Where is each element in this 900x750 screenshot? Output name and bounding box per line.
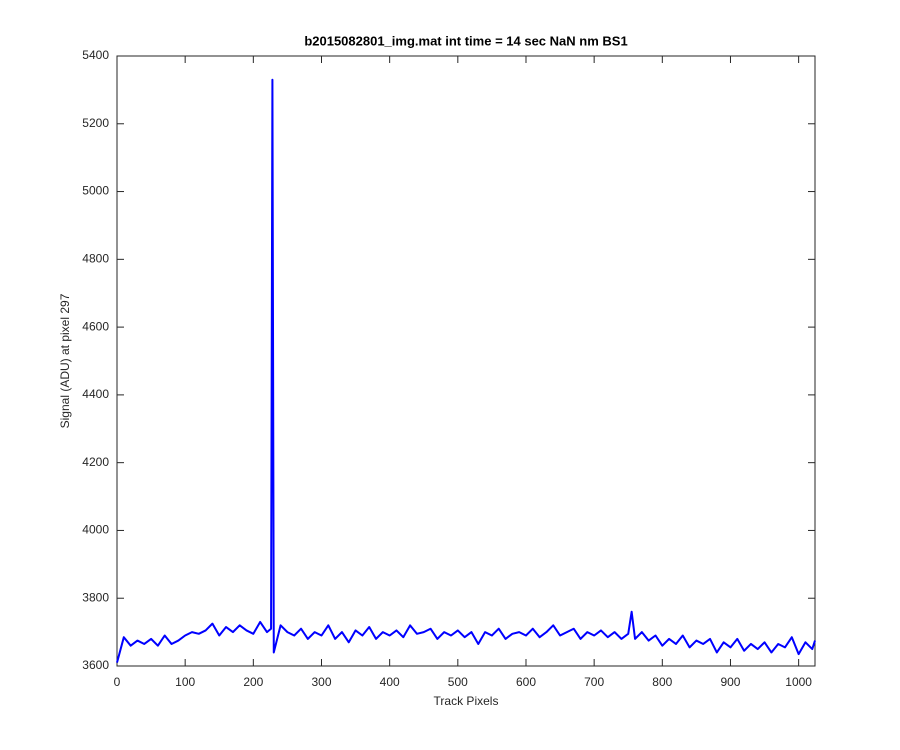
x-tick-label: 400 bbox=[380, 675, 400, 689]
y-tick-label: 4000 bbox=[82, 523, 109, 537]
x-tick-label: 900 bbox=[720, 675, 740, 689]
y-tick-label: 4600 bbox=[82, 319, 109, 333]
chart-title: b2015082801_img.mat int time = 14 sec Na… bbox=[304, 33, 627, 48]
x-tick-label: 1000 bbox=[785, 675, 812, 689]
x-axis-label: Track Pixels bbox=[434, 694, 499, 708]
y-tick-label: 3600 bbox=[82, 658, 109, 672]
x-tick-label: 0 bbox=[114, 675, 121, 689]
y-tick-label: 5400 bbox=[82, 48, 109, 62]
x-tick-label: 800 bbox=[652, 675, 672, 689]
y-tick-label: 3800 bbox=[82, 590, 109, 604]
y-tick-label: 4400 bbox=[82, 387, 109, 401]
x-tick-label: 100 bbox=[175, 675, 195, 689]
y-tick-label: 4200 bbox=[82, 455, 109, 469]
y-tick-label: 5200 bbox=[82, 116, 109, 130]
y-axis-label: Signal (ADU) at pixel 297 bbox=[58, 293, 72, 428]
x-tick-label: 700 bbox=[584, 675, 604, 689]
x-tick-label: 300 bbox=[311, 675, 331, 689]
data-line bbox=[116, 78, 816, 663]
axes-box bbox=[116, 55, 816, 667]
x-tick-label: 500 bbox=[448, 675, 468, 689]
x-tick-label: 600 bbox=[516, 675, 536, 689]
y-tick-label: 5000 bbox=[82, 184, 109, 198]
x-tick-label: 200 bbox=[243, 675, 263, 689]
y-tick-label: 4800 bbox=[82, 252, 109, 266]
